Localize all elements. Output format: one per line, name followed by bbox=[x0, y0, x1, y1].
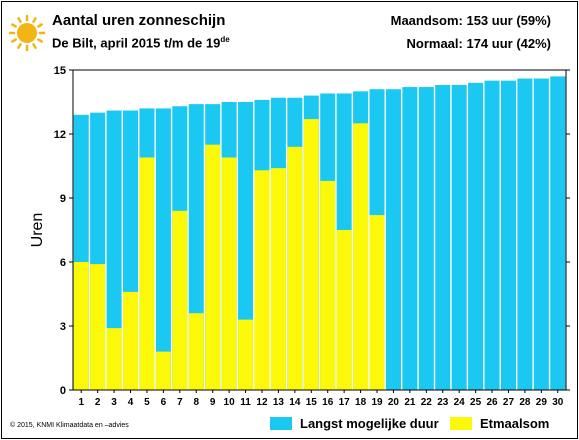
sun-ray bbox=[32, 43, 37, 49]
x-tick-label-17: 17 bbox=[339, 397, 351, 408]
x-tick-label-2: 2 bbox=[95, 397, 101, 408]
y-tick-label-9: 9 bbox=[60, 193, 66, 205]
x-tick-label-11: 11 bbox=[240, 397, 251, 408]
bar-daily-sum-day-17 bbox=[336, 230, 352, 390]
bar-daily-sum-day-10 bbox=[221, 157, 237, 390]
bar-max-duration-day-24 bbox=[451, 84, 467, 391]
legend-swatch-max-duration bbox=[270, 416, 292, 430]
x-tick-label-15: 15 bbox=[306, 397, 318, 408]
x-tick-label-20: 20 bbox=[388, 397, 400, 408]
normal-stat: Normaal: 174 uur (42%) bbox=[406, 36, 552, 51]
sun-ray bbox=[17, 43, 22, 49]
x-tick-label-4: 4 bbox=[128, 397, 134, 408]
x-tick-label-21: 21 bbox=[404, 397, 416, 408]
bar-daily-sum-day-14 bbox=[287, 146, 303, 390]
y-tick-label-0: 0 bbox=[60, 385, 66, 397]
x-tick-label-28: 28 bbox=[519, 397, 531, 408]
legend-swatch-daily-sum bbox=[450, 416, 472, 430]
chart-title: Aantal uren zonneschijn bbox=[52, 12, 226, 29]
x-tick-label-3: 3 bbox=[111, 397, 117, 408]
subtitle-superscript: de bbox=[220, 35, 230, 44]
bar-max-duration-day-6 bbox=[155, 108, 171, 391]
x-tick-label-9: 9 bbox=[210, 397, 216, 408]
bar-max-duration-day-29 bbox=[533, 78, 549, 390]
x-tick-label-16: 16 bbox=[322, 397, 334, 408]
legend-label-max-duration: Langst mogelijke duur bbox=[300, 415, 439, 431]
sun-ray bbox=[32, 17, 37, 23]
sun-ray bbox=[37, 23, 43, 28]
sun-ray bbox=[17, 17, 22, 23]
y-tick-label-12: 12 bbox=[54, 129, 66, 141]
plot-area: 1 2 3 4 5 6 7 8 9 10 11 12 13 14 15 16 17 18 19 20 21 22 23 24 2… bbox=[29, 65, 570, 408]
x-tick-label-19: 19 bbox=[371, 397, 383, 408]
subtitle-text: De Bilt, april 2015 t/m de 19 bbox=[52, 35, 221, 51]
bar-max-duration-day-22 bbox=[418, 87, 434, 390]
x-tick-label-7: 7 bbox=[177, 397, 183, 408]
y-tick-label-15: 15 bbox=[54, 65, 66, 77]
bar-daily-sum-day-3 bbox=[106, 328, 122, 390]
bar-daily-sum-day-2 bbox=[90, 264, 106, 390]
x-tick-label-25: 25 bbox=[470, 397, 482, 408]
x-tick-label-6: 6 bbox=[161, 397, 167, 408]
x-tick-label-18: 18 bbox=[355, 397, 367, 408]
legend-label-daily-sum: Etmaalsom bbox=[480, 415, 550, 431]
x-tick-label-13: 13 bbox=[273, 397, 285, 408]
bar-daily-sum-day-19 bbox=[369, 215, 385, 390]
sun-ray bbox=[11, 38, 17, 43]
bar-daily-sum-day-12 bbox=[254, 170, 270, 390]
bar-daily-sum-day-9 bbox=[205, 144, 221, 390]
x-tick-label-5: 5 bbox=[144, 397, 150, 408]
sun-icon bbox=[8, 14, 46, 52]
x-tick-label-27: 27 bbox=[503, 397, 515, 408]
bar-daily-sum-day-6 bbox=[155, 351, 171, 390]
bar-max-duration-day-27 bbox=[500, 80, 516, 391]
x-tick-label-1: 1 bbox=[78, 397, 84, 408]
x-tick-label-24: 24 bbox=[454, 397, 466, 408]
bar-daily-sum-day-8 bbox=[188, 313, 204, 390]
bar-daily-sum-day-16 bbox=[320, 180, 336, 390]
bar-daily-sum-day-5 bbox=[139, 157, 155, 390]
legend-item-daily-sum: Etmaalsom bbox=[450, 415, 549, 431]
bar-max-duration-day-23 bbox=[435, 84, 451, 391]
bar-max-duration-day-25 bbox=[468, 82, 484, 391]
x-tick-label-30: 30 bbox=[552, 397, 564, 408]
bar-daily-sum-day-1 bbox=[73, 262, 89, 390]
copyright-footer: © 2015, KNMI Klimaatdata en –advies bbox=[10, 422, 129, 429]
x-tick-label-10: 10 bbox=[224, 397, 236, 408]
bar-daily-sum-day-7 bbox=[172, 210, 188, 390]
sun-ray bbox=[37, 38, 43, 43]
x-tick-label-29: 29 bbox=[536, 397, 548, 408]
bar-max-duration-day-20 bbox=[385, 89, 401, 390]
y-axis-label: Uren bbox=[29, 213, 46, 248]
x-tick-label-14: 14 bbox=[289, 397, 301, 408]
month-sum-stat: Maandsom: 153 uur (59%) bbox=[390, 13, 551, 28]
chart-subtitle: De Bilt, april 2015 t/m de 19de bbox=[52, 35, 230, 50]
bar-max-duration-day-11 bbox=[238, 102, 254, 390]
x-tick-label-22: 22 bbox=[421, 397, 433, 408]
bar-daily-sum-day-11 bbox=[238, 319, 254, 390]
sun-ray bbox=[11, 23, 17, 28]
x-tick-label-8: 8 bbox=[193, 397, 199, 408]
legend-item-max-duration: Langst mogelijke duur bbox=[270, 415, 439, 431]
plot-border bbox=[72, 69, 567, 391]
bar-max-duration-day-21 bbox=[402, 87, 418, 390]
y-tick-label-3: 3 bbox=[60, 321, 66, 333]
bar-daily-sum-day-18 bbox=[353, 123, 369, 390]
bar-daily-sum-day-13 bbox=[270, 168, 286, 390]
y-tick-label-6: 6 bbox=[60, 257, 66, 269]
bar-daily-sum-day-4 bbox=[123, 291, 139, 390]
bar-max-duration-day-3 bbox=[106, 110, 122, 390]
x-tick-label-23: 23 bbox=[437, 397, 449, 408]
bar-daily-sum-day-15 bbox=[303, 119, 319, 390]
bar-max-duration-day-30 bbox=[550, 76, 566, 391]
x-tick-label-12: 12 bbox=[256, 397, 268, 408]
bar-max-duration-day-26 bbox=[484, 80, 500, 391]
bar-max-duration-day-28 bbox=[517, 78, 533, 390]
x-tick-label-26: 26 bbox=[486, 397, 498, 408]
